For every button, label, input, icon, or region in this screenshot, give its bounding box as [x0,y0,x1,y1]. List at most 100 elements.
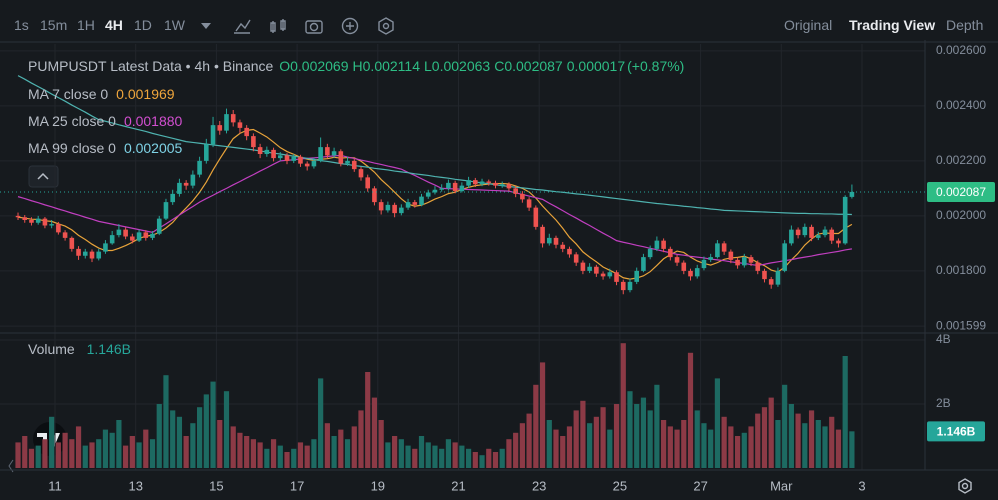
volume-bar [661,420,667,468]
volume-bar [647,410,653,468]
volume-bar [708,429,714,468]
volume-bar [452,442,458,468]
ma-line [17,75,852,216]
interval-button[interactable]: 4H [105,17,123,33]
candle-body [513,188,518,194]
volume-bar [270,439,277,468]
candle-body [627,281,633,291]
volume-bar [593,416,599,468]
volume-bar [338,429,344,468]
volume-bar [297,442,304,468]
volume-bar [190,423,196,468]
volume-bar [755,413,761,468]
candle-body [69,237,75,249]
volume-bar [277,445,283,468]
candle-body [345,160,350,164]
volume-tick-label: 2B [936,396,951,410]
candle-body [809,226,814,238]
ohlc-value: 0.002114 [362,58,420,74]
volume-legend: Volume 1.146B [28,341,133,357]
candle-body [587,266,592,271]
candle-body [109,235,115,244]
ma-name: MA 7 close 0 [28,86,109,102]
volume-bar [96,439,102,468]
candle-body [89,251,95,259]
candle-body [802,226,808,236]
candle-body [284,155,290,161]
candle-body [439,188,444,190]
interval-button[interactable]: 1W [164,17,185,33]
y-tick-label: 0.002200 [936,153,986,167]
candle-body [688,270,693,277]
interval-button[interactable]: 1s [14,17,29,33]
candle-body [432,189,438,193]
candle-body [224,114,229,131]
volume-bar [49,416,55,468]
ma-legend-row: MA 99 close 0 0.002005 [28,140,184,156]
interval-button[interactable]: 1D [134,17,152,33]
interval-button[interactable]: 1H [77,17,95,33]
change-value: 0.000017 [566,58,626,74]
candle-body [116,229,122,236]
volume-bar [694,410,700,468]
candle-body [325,147,330,156]
candle-body [533,207,539,227]
volume-bar [291,448,297,468]
candle-body [668,248,673,258]
candle-body [735,259,740,266]
volume-bar [304,445,310,468]
candle-body [183,182,189,186]
toolbar-icons[interactable] [201,17,394,35]
volume-bar [22,436,28,468]
volume-bar [808,410,815,468]
candle-body [641,257,646,271]
candle-body [136,232,142,241]
candle-body [520,193,525,200]
x-tick-label: 19 [371,478,385,493]
view-button[interactable]: Depth [946,17,984,33]
candle-body [782,243,787,271]
volume-bar [687,352,694,468]
candle-body [419,196,424,205]
volume-bar [815,420,821,468]
candle-body [291,156,297,161]
candle-body [526,199,532,208]
candle-body [385,204,391,211]
settings-icon[interactable] [958,478,972,494]
volume-bar [15,442,21,468]
volume-bar [412,448,418,468]
candle-body [35,218,41,223]
candle-body [493,182,498,186]
candle-body [49,224,54,226]
candle-body [338,151,344,164]
ma-value: 0.001969 [116,86,175,102]
y-tick-label: 0.002600 [936,43,986,57]
last-price-box [927,181,995,202]
view-button[interactable]: Original [784,17,833,33]
candle-body [163,202,169,219]
candle-body [546,237,552,244]
candle-body [405,202,411,208]
volume-bar [533,384,539,468]
interval-button[interactable]: 15m [40,17,68,33]
candle-body [304,163,310,167]
ohlc-value: 0.002063 [431,58,491,74]
volume-bar [445,439,452,468]
candle-body [170,193,175,203]
candle-body [836,240,841,244]
view-button[interactable]: Trading View [849,17,936,33]
volume-bar [654,384,660,468]
x-tick-label: 21 [451,478,465,493]
collapse-button[interactable] [28,165,59,188]
volume-bar [237,432,243,468]
candle-body [15,215,21,218]
y-tick-label: 0.001599 [936,318,986,332]
volume-bar [607,429,613,468]
volume-bar [418,436,425,468]
volume-bar [42,439,48,468]
candle-body [701,259,707,269]
y-tick-label: 0.002000 [936,208,986,222]
x-tick-label: 23 [532,478,546,493]
